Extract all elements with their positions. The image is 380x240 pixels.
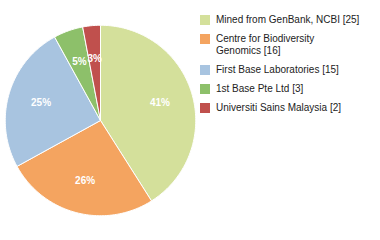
html-text:First Base Laboratories [15]: First Base Laboratories [15] xyxy=(216,64,339,75)
svg-text:41%: 41% xyxy=(150,97,170,108)
html-text:Centre for Biodiversity Genomi: Centre for Biodiversity Genomics [16] xyxy=(216,33,315,56)
svg-text:3%: 3% xyxy=(87,53,102,64)
html-text:Universiti Sains Malaysia [2]: Universiti Sains Malaysia [2] xyxy=(216,102,341,113)
html-text:1st Base Pte Ltd [3]: 1st Base Pte Ltd [3] xyxy=(216,83,304,94)
svg-text:5%: 5% xyxy=(72,56,87,67)
svg-text:26%: 26% xyxy=(75,175,95,186)
svg-text:25%: 25% xyxy=(31,97,51,108)
html-text:Mined from GenBank, NCBI [25]: Mined from GenBank, NCBI [25] xyxy=(216,14,360,25)
